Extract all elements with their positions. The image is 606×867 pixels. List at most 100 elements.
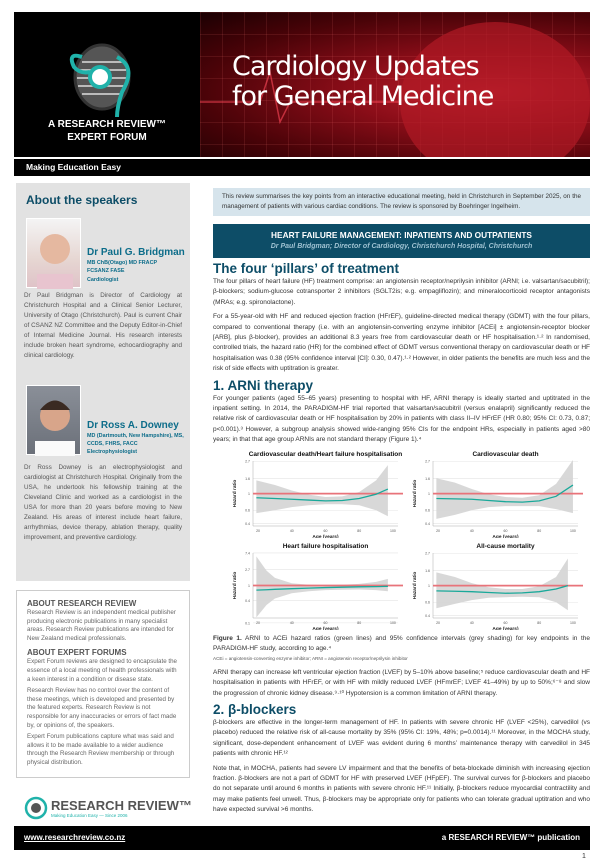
confidence-interval-band [436,460,573,519]
tagline-bar: Making Education Easy [14,159,590,176]
section-banner: HEART FAILURE MANAGEMENT: INPATIENTS AND… [213,224,590,258]
y-tick-label: 2.7 [245,568,250,572]
x-tick-label: 40 [290,529,294,533]
chart-all-cause-mortality: All-cause mortality 0.4 0.6 1 1.6 2.7 20 40 60 80… [412,543,583,630]
y-tick-label: 0.6 [245,509,250,513]
x-axis-label: Age (years) [492,534,519,538]
y-tick-label: 1 [428,492,430,496]
hazard-ratio-line [256,488,389,502]
chart-title: Heart failure hospitalisation [283,543,369,550]
x-tick-label: 100 [390,529,396,533]
x-tick-label: 60 [504,621,508,625]
publication-credit: a RESEARCH REVIEW™ publication [441,833,580,842]
y-tick-label: 1 [428,584,430,588]
y-tick-label: 1.6 [425,477,430,481]
chart-title: All-cause mortality [476,543,535,550]
x-tick-label: 80 [357,529,361,533]
logo-text: RESEARCH REVIEW™ [51,798,192,813]
title-line-1: Cardiology Updates [232,51,480,82]
y-axis-label: Hazard ratio [232,572,238,600]
research-review-logo-icon [24,796,48,820]
speaker-credentials: MB ChB(Otago) MD FRACP FCSANZ FASE [87,260,157,274]
y-tick-label: 0.4 [245,599,250,603]
chart-title: Cardiovascular death/Heart failure hospi… [249,451,403,458]
confidence-interval-band [256,465,388,517]
main-article-continued: Figure 1. ARNI to ACEi hazard ratios (gr… [213,634,590,816]
figure-label: Figure 1. [213,635,242,642]
about-rr-heading: ABOUT RESEARCH REVIEW [27,599,137,608]
x-axis-label: Age (years) [312,534,339,538]
footer-bar: www.researchreview.co.nz a RESEARCH REVI… [14,826,590,850]
y-tick-label: 2.7 [425,552,430,556]
chart-title: Cardiovascular death [472,451,538,458]
logo-subtext: Making Education Easy — Since 2006 [51,813,128,818]
header-logo-panel: A RESEARCH REVIEW™ EXPERT FORUM [14,12,200,157]
speaker-photo-bridgman [26,218,81,289]
research-review-logo: RESEARCH REVIEW™ Making Education Easy —… [24,796,194,822]
intro-box: This review summarises the key points fr… [213,188,590,216]
about-ef-text: Expert Forum reviews are designed to enc… [27,658,177,683]
banner-title: HEART FAILURE MANAGEMENT: INPATIENTS AND… [271,230,532,240]
banner-subtitle: Dr Paul Bridgman; Director of Cardiology… [270,243,533,250]
sidebar-heading: About the speakers [26,193,138,207]
x-tick-label: 20 [436,621,440,625]
x-tick-label: 40 [470,529,474,533]
x-tick-label: 20 [436,529,440,533]
x-axis-label: Age (years) [492,626,519,630]
heading-arni: 1. ARNi therapy [213,377,314,393]
about-speakers-panel: About the speakers Dr Paul G. Bridgman M… [16,183,190,581]
y-axis-label: Hazard ratio [412,572,418,600]
x-axis-label: Age (years) [312,626,339,630]
x-tick-label: 60 [324,529,328,533]
heart-illustration-icon [200,22,590,157]
paragraph: β-blockers are effective in the longer-t… [213,719,590,758]
hazard-ratio-line [436,584,569,594]
confidence-interval-band [256,556,388,618]
about-ef-heading: ABOUT EXPERT FORUMS [27,648,127,658]
speaker-bio: Dr Paul Bridgman is Director of Cardiolo… [24,292,182,359]
chart-hf-hosp: Heart failure hospitalisation 0.1 0.4 1 2.7 7… [232,543,403,630]
x-tick-label: 100 [570,621,576,625]
y-axis-label: Hazard ratio [412,480,418,508]
speaker-role: Cardiologist [87,277,119,283]
x-tick-label: 80 [357,621,361,625]
x-tick-label: 20 [256,621,260,625]
title-line-2: for General Medicine [232,81,494,112]
confidence-interval-band [436,558,568,611]
x-tick-label: 100 [570,529,576,533]
paragraph: ARNI therapy can increase left ventricul… [213,668,590,697]
about-research-review-box: ABOUT RESEARCH REVIEW Research Review is… [16,590,190,778]
forum-line-2: EXPERT FORUM [67,132,147,143]
x-tick-label: 80 [537,621,541,625]
figure-1: Cardiovascular death/Heart failure hospi… [223,448,590,630]
expert-forum-logo-icon [69,43,131,118]
website-link[interactable]: www.researchreview.co.nz [24,833,126,842]
speaker-photo-downey [26,385,81,456]
y-tick-label: 1.6 [425,569,430,573]
x-tick-label: 40 [470,621,474,625]
speaker-bio: Dr Ross Downey is an electrophysiologist… [24,464,182,541]
heading-beta-blockers: 2. β-blockers [213,702,297,718]
paragraph: Note that, in MOCHA, patients had severe… [213,764,590,814]
y-tick-label: 0.1 [245,621,250,625]
y-tick-label: 0.6 [425,509,430,513]
header-heart-image [200,12,590,157]
forum-line-1: A RESEARCH REVIEW™ [48,119,166,130]
x-tick-label: 40 [290,621,294,625]
chart-cv-death-hf-hosp: Cardiovascular death/Heart failure hospi… [232,451,403,538]
paragraph: For younger patients (aged 55–65 years) … [213,394,590,444]
page-number: 1 [582,853,586,860]
paragraph: The four pillars of heart failure (HF) t… [213,278,590,306]
y-axis-label: Hazard ratio [232,480,238,508]
y-tick-label: 2.7 [245,460,250,464]
y-tick-label: 7.4 [245,551,250,555]
y-tick-label: 2.7 [425,460,430,464]
y-tick-label: 0.4 [425,522,430,526]
speaker-name: Dr Paul G. Bridgman [87,247,185,258]
speaker-credentials: MD (Dartmouth, New Hampshire), MS, CCDS,… [87,433,184,447]
y-tick-label: 0.4 [425,614,430,618]
speaker-role: Electrophysiologist [87,449,138,455]
y-tick-label: 1 [248,492,250,496]
y-tick-label: 1 [248,584,250,588]
x-tick-label: 80 [537,529,541,533]
